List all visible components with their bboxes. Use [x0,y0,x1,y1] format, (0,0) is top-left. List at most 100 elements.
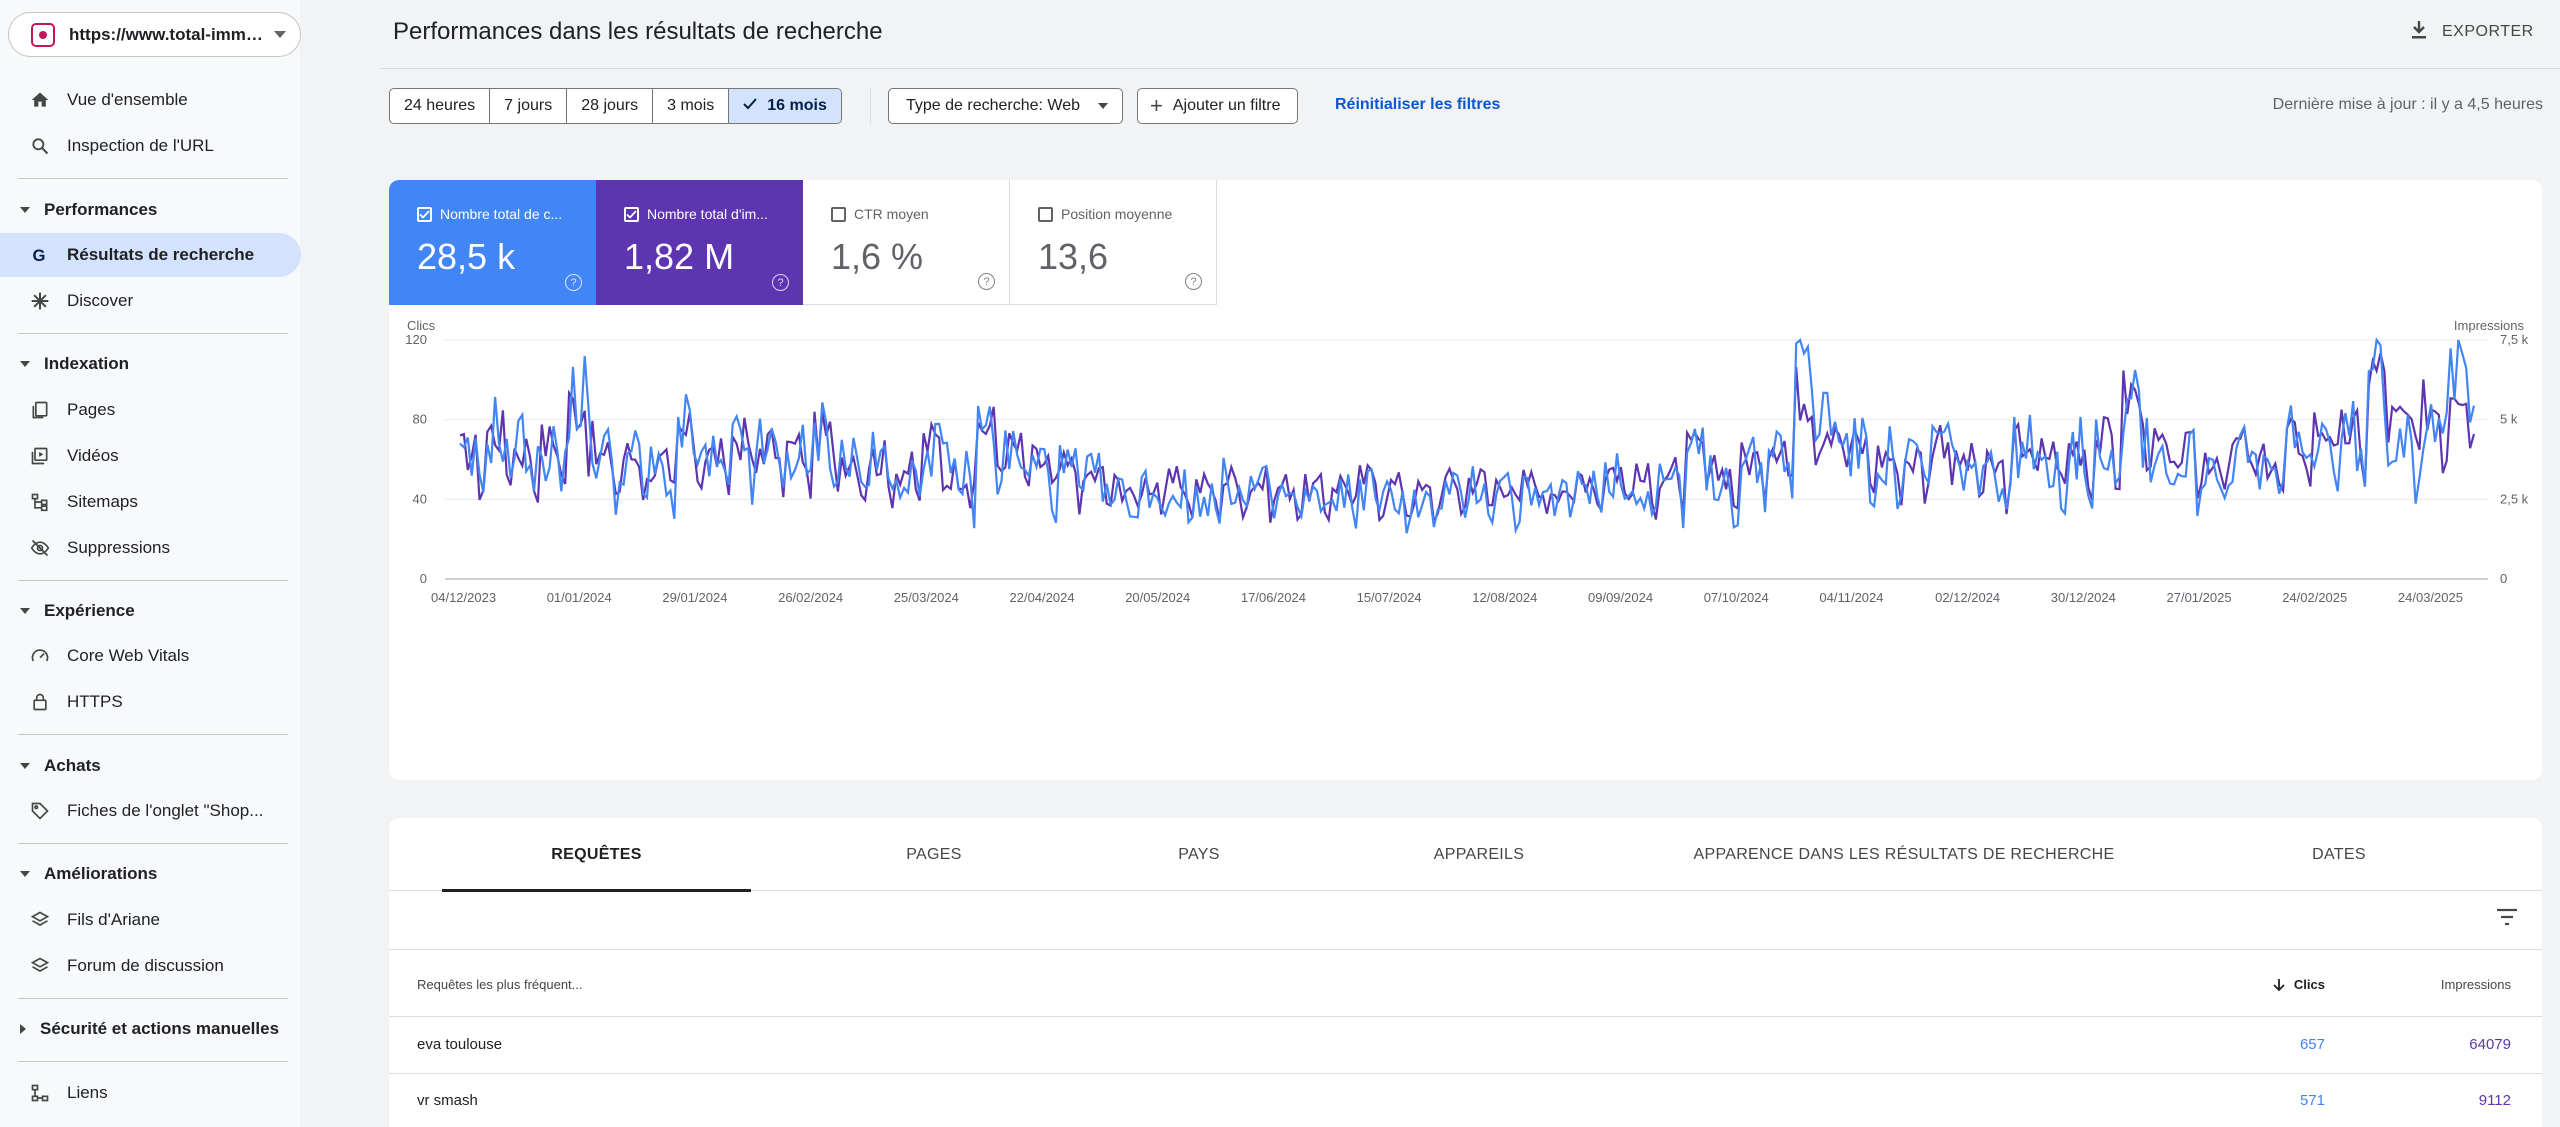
x-tick-label: 04/12/2023 [431,590,496,605]
checkbox-unchecked-icon[interactable] [831,206,846,222]
search-type-filter[interactable]: Type de recherche: Web [888,88,1124,124]
section-label: Expérience [44,601,135,620]
sidebar-item-label: Vidéos [67,446,119,465]
caret-down-icon [20,871,30,877]
range-label: 28 jours [581,97,639,114]
add-filter-label: Ajouter un filtre [1172,97,1281,114]
home-icon [29,89,51,111]
sidebar: https://www.total-imme... Vue d'ensemble… [0,0,301,1127]
table-row[interactable]: eva toulouse 657 64079 [389,1018,2542,1074]
clicks-cell: 657 [2299,1036,2325,1053]
x-tick-label: 24/02/2025 [2282,590,2347,605]
sidebar-item-label: Discover [67,291,134,310]
sidebar-section-security[interactable]: Sécurité et actions manuelles [0,1009,301,1049]
sidebar-item-label: Liens [67,1083,108,1102]
search-type-label: Type de recherche: Web [906,97,1081,114]
metric-label: Nombre total d'im... [647,206,768,222]
metric-card-ctr[interactable]: CTR moyen 1,6 % ? [803,180,1010,305]
sidebar-item-discussion-forum[interactable]: Forum de discussion [0,944,301,988]
x-tick-label: 02/12/2024 [1935,590,2000,605]
sidebar-divider [18,1061,288,1062]
reset-filters-link[interactable]: Réinitialiser les filtres [1335,96,1501,113]
add-filter-button[interactable]: + Ajouter un filtre [1137,88,1299,124]
column-header-clicks[interactable]: Clics [2272,977,2325,992]
query-cell: vr smash [417,1092,478,1109]
sidebar-item-removals[interactable]: Suppressions [0,526,301,570]
x-tick-label: 30/12/2024 [2051,590,2116,605]
caret-down-icon [1098,103,1109,109]
section-label: Sécurité et actions manuelles [40,1019,280,1038]
tab-countries[interactable]: PAYS [1178,845,1220,863]
sidebar-item-sitemaps[interactable]: Sitemaps [0,480,301,524]
metric-value: 1,82 M [624,236,735,277]
sidebar-item-discover[interactable]: Discover [0,279,301,323]
tab-dates[interactable]: DATES [2312,845,2366,863]
tab-search-appearance[interactable]: APPARENCE DANS LES RÉSULTATS DE RECHERCH… [1693,845,2115,863]
performance-chart-card: Nombre total de c... 28,5 k ? Nombre tot… [389,180,2542,780]
checkbox-unchecked-icon[interactable] [1038,206,1053,222]
y-axis-right-title: Impressions [2454,320,2525,333]
help-icon[interactable]: ? [565,274,582,291]
sidebar-item-url-inspection[interactable]: Inspection de l'URL [0,124,301,168]
column-header-impressions[interactable]: Impressions [2440,977,2511,992]
caret-right-icon [20,1024,26,1034]
y-axis-ticks: 0 0 40 2,5 k 80 5 k 120 7,5 k [405,332,2528,586]
check-icon [743,97,757,115]
metric-card-impressions[interactable]: Nombre total d'im... 1,82 M ? [596,180,803,305]
checkbox-checked-icon[interactable] [417,206,432,222]
layers-icon [29,909,51,931]
sidebar-item-https[interactable]: HTTPS [0,680,301,724]
line-chart[interactable]: Clics Impressions 0 0 40 2,5 k 80 5 k 120 7,5 k… [389,320,2542,780]
table-header: Requêtes les plus fréquent... Clics Impr… [389,950,2542,1017]
x-tick-label: 20/05/2024 [1125,590,1190,605]
filter-list-icon[interactable] [2496,908,2518,931]
x-tick-label: 17/06/2024 [1241,590,1306,605]
y-tick-label-right: 7,5 k [2500,332,2529,347]
help-icon[interactable]: ? [772,274,789,291]
sitemap-icon [29,491,51,513]
sidebar-item-pages[interactable]: Pages [0,388,301,432]
pages-icon [29,399,51,421]
section-label: Performances [44,200,158,219]
tab-pages[interactable]: PAGES [906,845,962,863]
x-tick-label: 29/01/2024 [662,590,727,605]
download-icon [2410,20,2428,45]
sidebar-section-experience[interactable]: Expérience [0,591,301,631]
sidebar-section-shopping[interactable]: Achats [0,746,301,786]
sidebar-item-label: Résultats de recherche [67,245,255,264]
range-16m[interactable]: 16 mois [729,89,841,123]
sidebar-section-enhancements[interactable]: Améliorations [0,854,301,894]
metric-card-position[interactable]: Position moyenne 13,6 ? [1010,180,1217,305]
x-tick-label: 07/10/2024 [1704,590,1769,605]
checkbox-checked-icon[interactable] [624,206,639,222]
metric-value: 13,6 [1038,236,1109,277]
sidebar-item-shopping-listings[interactable]: Fiches de l'onglet "Shop... [0,789,301,833]
filter-separator [870,88,871,124]
column-header-query[interactable]: Requêtes les plus fréquent... [417,977,583,992]
sidebar-item-search-results[interactable]: G Résultats de recherche [0,233,301,277]
tab-devices[interactable]: APPAREILS [1433,845,1525,863]
y-tick-label-left: 40 [413,491,427,506]
range-3m[interactable]: 3 mois [653,89,730,123]
help-icon[interactable]: ? [1185,273,1202,290]
range-24h[interactable]: 24 heures [390,89,491,123]
property-selector[interactable]: https://www.total-imme... [8,12,301,57]
x-tick-label: 25/03/2024 [894,590,959,605]
help-icon[interactable]: ? [978,273,995,290]
sidebar-item-label: Suppressions [67,538,171,557]
sidebar-item-core-web-vitals[interactable]: Core Web Vitals [0,634,301,678]
sidebar-item-breadcrumbs[interactable]: Fils d'Ariane [0,898,301,942]
sidebar-item-videos[interactable]: Vidéos [0,434,301,478]
export-button[interactable]: EXPORTER [2410,16,2534,48]
table-row[interactable]: vr smash 571 9112 [389,1074,2542,1127]
metric-label: CTR moyen [854,206,929,222]
sidebar-section-indexation[interactable]: Indexation [0,344,301,384]
sidebar-item-label: Sitemaps [67,492,138,511]
sidebar-item-overview[interactable]: Vue d'ensemble [0,78,301,122]
sidebar-item-links[interactable]: Liens [0,1071,301,1115]
metric-card-clicks[interactable]: Nombre total de c... 28,5 k ? [389,180,596,305]
range-7d[interactable]: 7 jours [490,89,568,123]
sidebar-section-performances[interactable]: Performances [0,190,301,230]
tab-queries[interactable]: REQUÊTES [442,818,751,892]
range-28d[interactable]: 28 jours [567,89,654,123]
